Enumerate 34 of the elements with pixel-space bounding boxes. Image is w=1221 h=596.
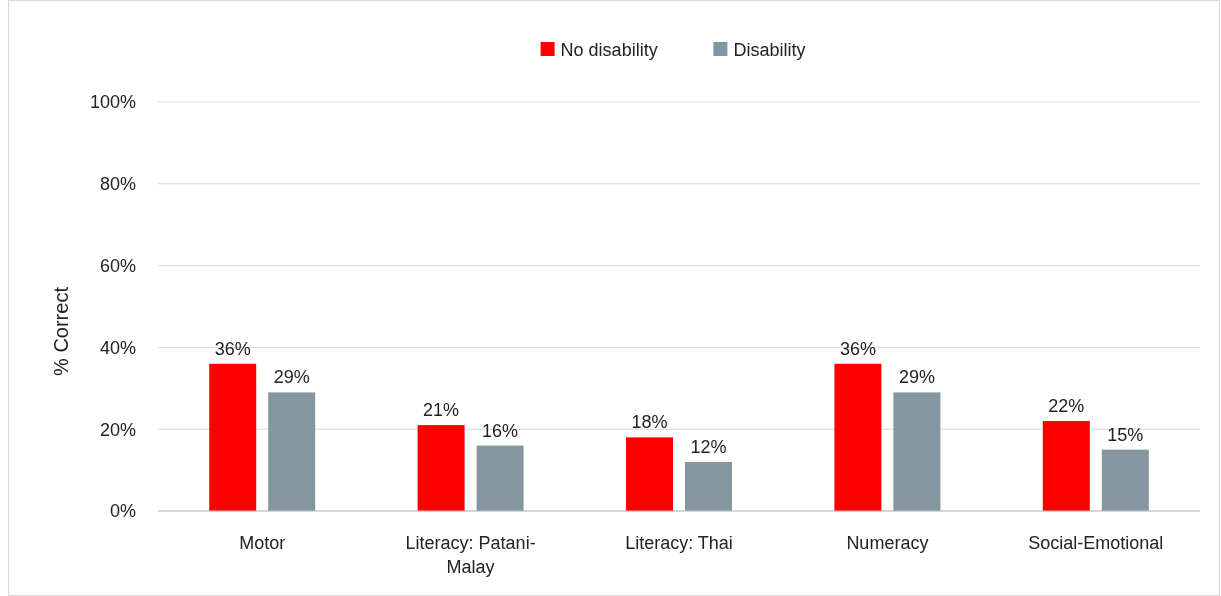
- bar: [417, 425, 465, 511]
- x-tick-label: Numeracy: [846, 533, 929, 553]
- data-label: 12%: [690, 436, 727, 457]
- data-label: 29%: [273, 367, 310, 388]
- data-label: 18%: [631, 412, 668, 433]
- data-label: 29%: [898, 367, 935, 388]
- y-tick-label: 0%: [109, 501, 136, 522]
- y-tick-label: 80%: [99, 174, 136, 195]
- bar: [626, 437, 673, 511]
- data-label: 22%: [1048, 396, 1085, 417]
- y-tick-label: 20%: [99, 419, 136, 440]
- x-tick-label: Literacy: Thai: [625, 533, 733, 553]
- data-label: 15%: [1107, 424, 1144, 445]
- legend-label: No disability: [560, 40, 658, 61]
- y-tick-label: 40%: [99, 337, 136, 358]
- data-label: 16%: [482, 420, 519, 441]
- bar: [209, 363, 257, 511]
- y-tick-label: 60%: [99, 255, 136, 276]
- y-tick-label: 100%: [89, 92, 136, 113]
- bar: [1101, 449, 1149, 511]
- data-label: 36%: [839, 338, 876, 359]
- bar: [268, 392, 316, 511]
- bar: [685, 461, 732, 511]
- bar: [476, 445, 524, 511]
- bar: [1042, 421, 1090, 511]
- data-label: 21%: [423, 400, 460, 421]
- legend-label: Disability: [733, 40, 806, 61]
- bar: [834, 363, 882, 511]
- y-axis-title: % Correct: [50, 286, 72, 376]
- bar: [893, 392, 941, 511]
- data-label: 36%: [214, 338, 251, 359]
- x-tick-label: Literacy: Patani-Malay: [405, 533, 536, 577]
- x-tick-label: Social-Emotional: [1028, 533, 1164, 553]
- x-tick-label: Motor: [239, 533, 286, 553]
